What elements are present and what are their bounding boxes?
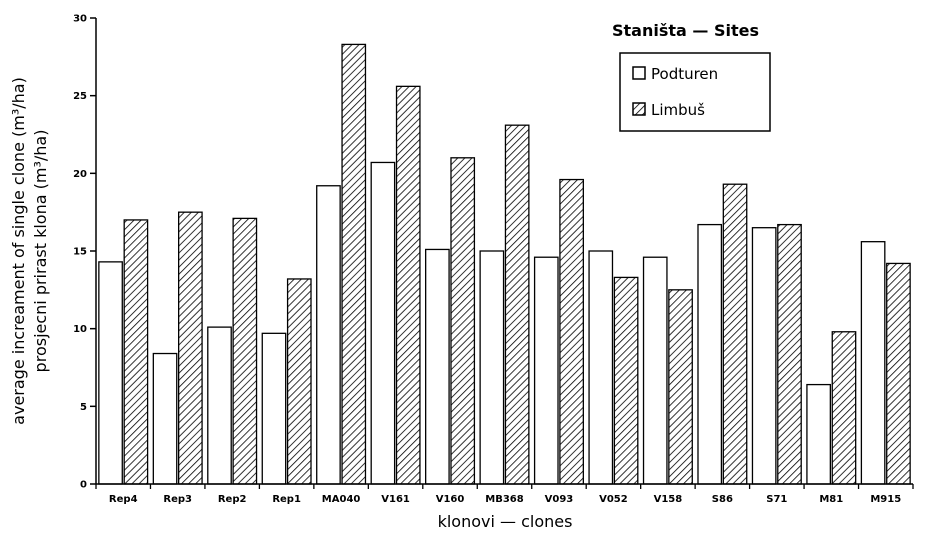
bar-limbus [232,217,258,485]
bar-limbus [178,211,203,485]
x-tick-label: V158 [654,494,683,505]
x-tick-label: S71 [766,494,787,505]
y-tick-label: 30 [73,14,87,25]
x-tick-label: Rep4 [109,494,138,505]
bar-podturen [533,256,559,485]
bar-limbus [504,124,530,485]
y-axis: 0 5 10 15 20 25 30 [73,14,96,491]
bar-podturen [642,256,668,485]
bar-podturen [697,223,723,485]
x-tick-label: M81 [819,494,843,505]
bar-podturen [806,383,831,485]
bar-limbus [777,223,802,485]
legend-swatch-limbus [632,102,646,116]
x-axis: Rep4 Rep3 Rep2 Rep1 MA040 V161 V160 MB368 V093 V0… [95,484,914,505]
bar-podturen [588,250,614,485]
x-tick-label: MA040 [322,494,361,505]
x-tick-label: MB368 [485,494,523,505]
bars [98,43,911,485]
bar-limbus [395,85,421,485]
bar-limbus [559,178,584,485]
y-tick-label: 10 [73,324,87,335]
bar-limbus [613,276,639,485]
x-axis-title: klonovi — clones [438,512,573,531]
legend-swatch-podturen [632,66,646,80]
y-axis-title-line: prosjecni prirast klona (m³/ha) [31,130,50,373]
x-tick-label: V093 [545,494,574,505]
bar-limbus [286,278,312,485]
y-tick-label: 15 [73,247,87,258]
bar-podturen [152,352,178,485]
bar-limbus [123,219,149,485]
x-tick-label: Rep1 [272,494,301,505]
x-tick-label: S86 [712,494,733,505]
x-tick-label: V160 [436,494,465,505]
bar-limbus [341,43,367,485]
y-tick-label: 0 [80,480,87,491]
legend-label-podturen: Podturen [651,65,718,83]
bar-limbus [450,157,476,485]
x-tick-label: Rep3 [163,494,192,505]
bar-limbus [886,262,911,485]
y-axis-title-line: average increament of single clone (m³/h… [9,77,28,425]
y-tick-label: 25 [73,91,87,102]
bar-podturen [370,161,396,485]
bar-limbus [668,289,693,485]
y-tick-label: 20 [73,169,87,180]
bar-podturen [860,241,886,485]
legend-label-limbus: Limbuš [651,101,705,119]
bar-podturen [316,185,341,485]
x-tick-label: Rep2 [218,494,247,505]
legend-box [619,52,771,132]
x-tick-label: V052 [599,494,628,505]
bar-podturen [207,326,232,485]
bar-podturen [98,261,123,485]
legend: Staništa — Sites Podturen Limbuš [612,21,771,132]
bar-podturen [479,250,505,485]
y-tick-label: 5 [80,402,87,413]
bar-limbus [722,183,748,485]
bar-podturen [751,227,777,485]
legend-title: Staništa — Sites [612,21,759,40]
x-tick-label: V161 [381,494,410,505]
bar-podturen [261,332,287,485]
x-tick-label: M915 [870,494,901,505]
y-axis-title: average increament of single clone (m³/h… [9,77,50,425]
bar-podturen [425,248,450,485]
bar-limbus [831,331,857,485]
